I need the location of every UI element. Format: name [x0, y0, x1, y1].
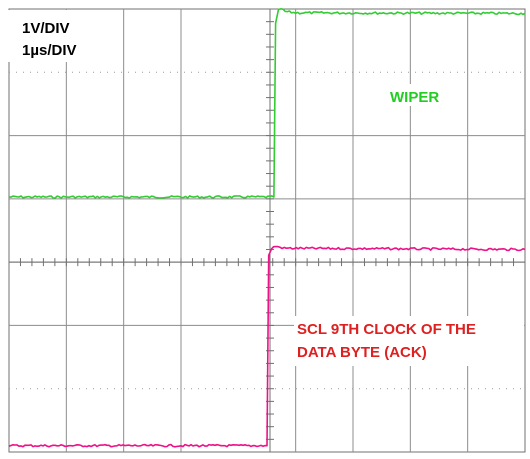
wiper-annotation: WIPER — [390, 89, 439, 106]
graticule — [8, 8, 526, 453]
wiper-label-box — [386, 84, 456, 106]
scl-annotation-line2: DATA BYTE (ACK) — [297, 344, 427, 361]
scl-label-box — [294, 316, 524, 366]
scl-annotation-line1: SCL 9TH CLOCK OF THE — [297, 321, 476, 338]
wiper-trace — [8, 8, 526, 199]
scale-label-box — [8, 10, 100, 62]
scale-vertical-label: 1V/DIV — [22, 20, 70, 37]
scl-trace — [8, 245, 526, 448]
scale-horizontal-label: 1µs/DIV — [22, 42, 77, 59]
traces — [8, 8, 526, 448]
